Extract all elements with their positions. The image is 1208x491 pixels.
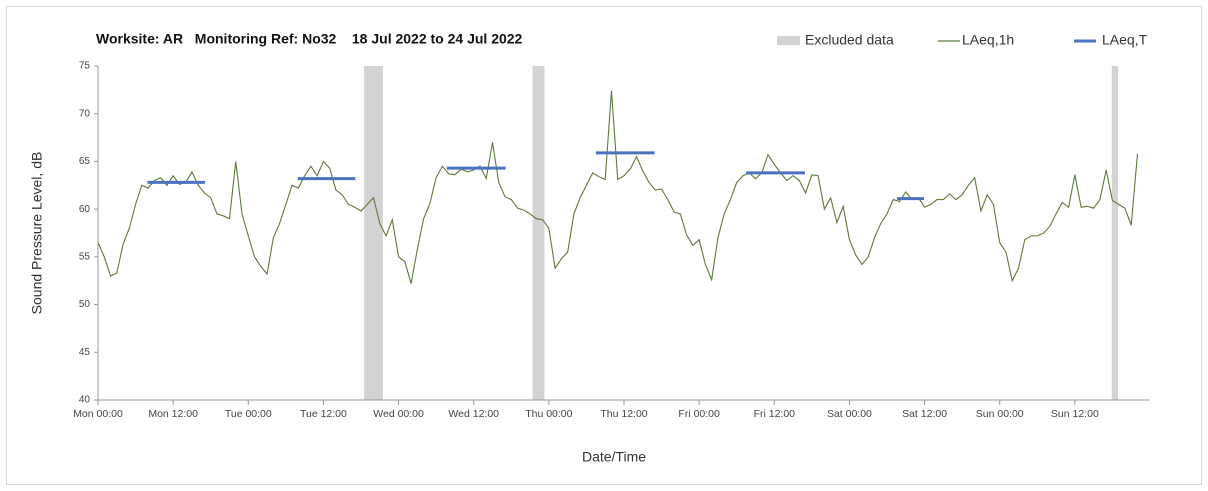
legend-swatch xyxy=(777,36,800,45)
legend-label: Excluded data xyxy=(805,32,894,48)
chart-frame xyxy=(6,6,1202,485)
legend-label: LAeq,T xyxy=(1102,32,1148,48)
y-tick-label: 65 xyxy=(79,156,91,167)
y-tick-label: 40 xyxy=(79,395,91,406)
x-tick-label: Thu 12:00 xyxy=(600,408,647,420)
y-tick-label: 75 xyxy=(79,61,91,72)
y-tick-label: 70 xyxy=(79,108,91,119)
y-tick-label: 55 xyxy=(79,251,91,262)
x-tick-label: Mon 00:00 xyxy=(73,408,123,420)
excluded-band xyxy=(1111,66,1119,400)
chart-title: Worksite: AR Monitoring Ref: No32 18 Jul… xyxy=(96,31,523,47)
x-tick-label: Wed 00:00 xyxy=(373,408,424,420)
x-tick-label: Sun 00:00 xyxy=(976,408,1024,420)
x-tick-label: Wed 12:00 xyxy=(448,408,499,420)
excluded-band xyxy=(364,66,383,400)
x-tick-label: Tue 12:00 xyxy=(300,408,347,420)
x-tick-label: Tue 00:00 xyxy=(225,408,272,420)
excluded-band xyxy=(532,66,545,400)
y-tick-label: 60 xyxy=(79,204,91,215)
y-axis-label: Sound Pressure Level, dB xyxy=(29,152,45,315)
y-tick-label: 50 xyxy=(79,299,91,310)
legend-label: LAeq,1h xyxy=(962,32,1014,48)
x-tick-label: Sat 12:00 xyxy=(902,408,947,420)
x-axis-label: Date/Time xyxy=(582,449,646,465)
x-tick-label: Sun 12:00 xyxy=(1051,408,1099,420)
x-tick-label: Thu 00:00 xyxy=(525,408,572,420)
laeq-1h-line xyxy=(97,90,1139,284)
x-tick-label: Sat 00:00 xyxy=(827,408,872,420)
x-tick-label: Fri 00:00 xyxy=(678,408,720,420)
x-tick-label: Fri 12:00 xyxy=(754,408,796,420)
x-tick-label: Mon 12:00 xyxy=(148,408,198,420)
y-tick-label: 45 xyxy=(79,347,91,358)
